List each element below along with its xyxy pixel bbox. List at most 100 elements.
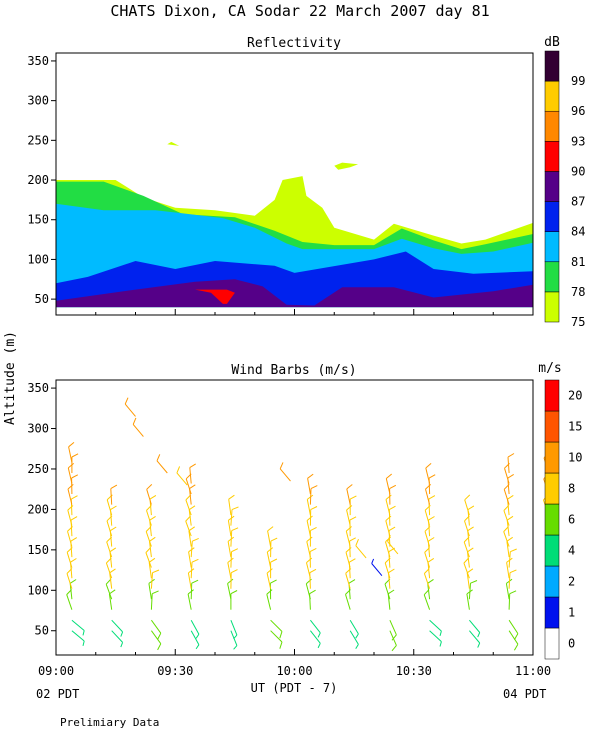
reflectivity-panel: Reflectivity 50 100 150 200 250 300 350 dB 75 7… bbox=[27, 35, 585, 329]
wind-barb-flag bbox=[270, 537, 278, 542]
reflectivity-colorbar-swatch bbox=[544, 261, 560, 293]
reflectivity-contour-90 bbox=[195, 289, 235, 304]
wind-barbs-title: Wind Barbs (m/s) bbox=[231, 363, 356, 378]
wind-barb-flag bbox=[467, 547, 474, 553]
wind-barb bbox=[270, 630, 283, 643]
wind-barb bbox=[148, 583, 152, 600]
wind-barb-flag bbox=[132, 417, 137, 425]
wind-barb-flag bbox=[71, 495, 78, 500]
wind-barb-flag bbox=[227, 578, 234, 584]
wind-barb-flag bbox=[388, 526, 396, 532]
reflectivity-colorbar-label: 96 bbox=[571, 104, 585, 118]
wind-barb bbox=[185, 478, 192, 495]
wind-barb bbox=[190, 541, 193, 558]
wind-barb bbox=[146, 489, 152, 505]
wind-barb-flag bbox=[270, 579, 277, 584]
reflectivity-ytick-label: 350 bbox=[27, 54, 49, 68]
wind-barb bbox=[266, 572, 272, 589]
wind-barb-flag bbox=[345, 526, 352, 532]
wind-barb bbox=[266, 551, 272, 568]
wind-barb bbox=[124, 403, 136, 417]
wind-barb-flag bbox=[231, 506, 239, 511]
wind-barb-flag bbox=[195, 633, 200, 639]
wind-barb bbox=[146, 510, 152, 526]
wind-barb bbox=[109, 572, 113, 589]
reflectivity-x-ticks bbox=[55, 309, 534, 315]
wind-barb bbox=[67, 488, 73, 505]
wind-barb bbox=[387, 541, 399, 555]
wind-barb bbox=[505, 583, 510, 600]
wind-colorbar-label: 1 bbox=[568, 606, 575, 620]
wind-barb-flag bbox=[266, 589, 273, 595]
wind-barb-flag bbox=[385, 515, 392, 521]
wind-barb bbox=[345, 530, 351, 547]
wind-barb bbox=[145, 531, 152, 547]
reflectivity-colorbar-swatch bbox=[544, 50, 560, 82]
wind-barb-flag bbox=[305, 578, 312, 585]
wind-barb bbox=[105, 562, 113, 579]
wind-barb bbox=[108, 593, 113, 610]
reflectivity-contour-87 bbox=[56, 279, 533, 308]
wind-ytick-label: 100 bbox=[27, 583, 49, 597]
wind-barb bbox=[466, 593, 470, 610]
wind-barb-flag bbox=[157, 643, 162, 651]
wind-barb bbox=[345, 552, 351, 568]
wind-barb bbox=[346, 488, 351, 505]
wind-barb-flag bbox=[68, 442, 75, 448]
wind-barb-flag bbox=[510, 548, 517, 553]
wind-barb-flag bbox=[156, 454, 161, 461]
wind-barb bbox=[188, 509, 192, 526]
wind-barb-flag bbox=[70, 537, 78, 542]
wind-barb-flag bbox=[233, 634, 238, 640]
wind-barb bbox=[423, 573, 431, 589]
wind-barb bbox=[145, 552, 152, 568]
wind-barb bbox=[106, 520, 113, 537]
wind-barb bbox=[190, 562, 193, 579]
wind-barb-flag bbox=[389, 484, 397, 490]
wind-barb-flag bbox=[425, 484, 432, 490]
wind-colorbar-swatch bbox=[544, 503, 560, 536]
wind-barb bbox=[355, 545, 367, 559]
wind-barb bbox=[349, 630, 359, 645]
wind-barb-flag bbox=[507, 494, 514, 500]
wind-barb-flag bbox=[385, 494, 392, 500]
reflectivity-colorbar-label: 84 bbox=[571, 225, 585, 239]
wind-barb bbox=[106, 541, 113, 558]
wind-barb bbox=[307, 478, 311, 495]
wind-barb-flag bbox=[192, 537, 199, 542]
wind-barb-flag bbox=[391, 645, 397, 652]
wind-ytick-label: 300 bbox=[27, 422, 49, 436]
wind-barb-flag bbox=[189, 484, 196, 490]
wind-barb-flag bbox=[310, 506, 318, 511]
wind-barb bbox=[467, 530, 470, 547]
wind-barb bbox=[508, 593, 511, 610]
wind-barb-flag bbox=[120, 642, 124, 648]
wind-barb bbox=[310, 619, 321, 634]
wind-barb-flag bbox=[309, 547, 317, 553]
reflectivity-colorbar-label: 75 bbox=[571, 315, 585, 329]
wind-barb-flag bbox=[507, 473, 514, 479]
wind-barb-flag bbox=[428, 474, 436, 479]
wind-barb bbox=[506, 562, 510, 579]
wind-barb-flag bbox=[428, 537, 435, 542]
wind-barb bbox=[150, 572, 153, 589]
wind-barb bbox=[508, 619, 519, 634]
wind-barb bbox=[384, 583, 391, 600]
wind-barb-flag bbox=[67, 505, 74, 511]
time-axis-label: UT (PDT - 7) bbox=[251, 681, 338, 695]
wind-barb bbox=[385, 499, 391, 516]
time-tick-label: 11:00 bbox=[515, 664, 551, 678]
wind-barb bbox=[67, 509, 73, 526]
wind-barb-flag bbox=[152, 569, 160, 574]
wind-barb-flag bbox=[477, 642, 481, 648]
wind-barb-flag bbox=[389, 505, 396, 511]
wind-colorbar-label: 8 bbox=[568, 482, 575, 496]
wind-barb bbox=[464, 499, 470, 516]
wind-barb bbox=[387, 593, 391, 610]
wind-barb bbox=[132, 424, 144, 437]
wind-barb-flag bbox=[349, 558, 356, 563]
wind-barb bbox=[66, 552, 73, 568]
wind-barb-flag bbox=[355, 644, 359, 649]
reflectivity-colorbar-label: 90 bbox=[571, 164, 585, 178]
wind-ytick-label: 200 bbox=[27, 502, 49, 516]
